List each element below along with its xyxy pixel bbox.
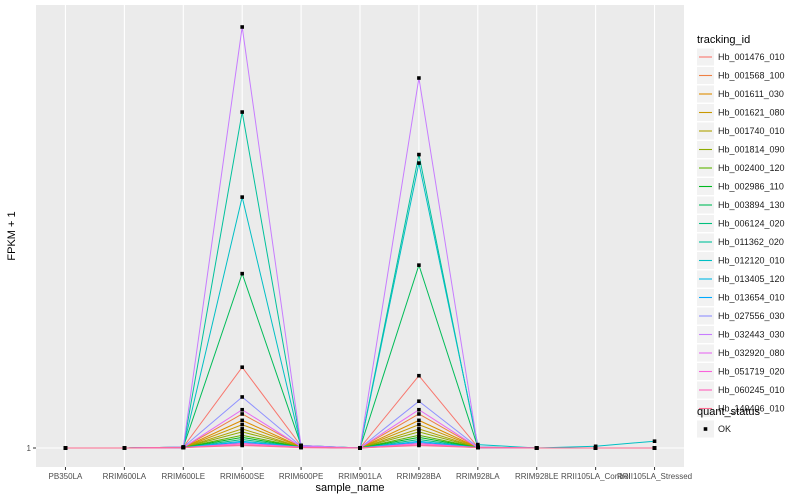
data-point: [358, 446, 362, 450]
data-point: [240, 365, 244, 369]
legend-label: Hb_001740_010: [718, 126, 785, 136]
data-point: [299, 445, 303, 450]
x-tick-label: RRIM901LA: [338, 472, 382, 481]
x-tick-label: RRII105LA_Control: [561, 472, 631, 481]
data-point: [240, 407, 244, 412]
data-point: [652, 439, 657, 443]
data-point: [240, 395, 244, 399]
data-point: [240, 195, 244, 199]
data-point: [417, 418, 421, 423]
y-tick-label: 1: [27, 444, 32, 453]
x-tick-label: PB350LA: [49, 472, 83, 481]
legend-title: tracking_id: [697, 34, 750, 46]
legend-label: Hb_006124_020: [718, 219, 785, 229]
legend: tracking_id Hb_001476_010 Hb_001568_100 Hb…: [697, 34, 785, 438]
legend-label: Hb_001611_030: [718, 89, 784, 99]
data-point: [417, 152, 421, 157]
data-point: [417, 412, 421, 416]
legend-label: Hb_140406_010: [718, 404, 785, 414]
x-tick-label: RRIM600LE: [161, 472, 205, 481]
y-axis-title: FPKM + 1: [6, 211, 18, 260]
data-point: [417, 443, 421, 448]
legend-label: Hb_060245_010: [718, 385, 785, 395]
data-point: [652, 446, 657, 450]
legend-label: Hb_013405_120: [718, 274, 785, 284]
data-point: [417, 161, 421, 165]
data-points: [63, 25, 657, 450]
legend-label: Hb_011362_020: [718, 237, 784, 247]
x-tick-label: RRIM600PE: [279, 472, 323, 481]
data-point: [417, 433, 421, 438]
data-point: [240, 443, 244, 448]
legend-label: Hb_001476_010: [718, 52, 785, 62]
data-point: [417, 263, 421, 267]
x-tick-label: RRIM600SE: [220, 472, 264, 481]
legend-label: Hb_012120_010: [718, 256, 785, 266]
x-axis-ticks: PB350LA RRIM600LA RRIM600LE RRIM600SE RRIM60…: [49, 467, 692, 481]
data-point: [417, 435, 421, 440]
data-point: [417, 422, 421, 427]
legend-label: Hb_013654_010: [718, 293, 785, 303]
data-point: [240, 418, 244, 423]
x-tick-label: RRIM928LE: [515, 472, 559, 481]
legend-label: Hb_002986_110: [718, 182, 784, 192]
data-point: [240, 430, 244, 434]
x-tick-label: RRII105LA_Stressed: [617, 472, 692, 481]
data-point: [181, 445, 186, 450]
legend-shape-label: OK: [718, 424, 731, 434]
legend-label: Hb_032443_030: [718, 330, 785, 340]
legend-label: Hb_051719_020: [718, 367, 785, 377]
x-tick-label: RRIM600LA: [103, 472, 147, 481]
data-point: [417, 427, 421, 431]
x-tick-label: RRIM928LA: [456, 472, 500, 481]
data-point: [240, 435, 244, 440]
data-point: [417, 373, 421, 378]
data-point: [476, 442, 480, 447]
legend-shape-title: quant_status: [697, 406, 760, 418]
data-point: [240, 110, 244, 114]
y-axis-ticks: 1: [27, 444, 36, 453]
legend-label: Hb_003894_130: [718, 200, 785, 210]
data-point: [417, 76, 421, 80]
data-point: [534, 446, 539, 450]
data-point: [122, 446, 127, 450]
data-point: [240, 271, 244, 276]
legend-label: Hb_002400_120: [718, 163, 785, 173]
data-point: [240, 422, 244, 427]
legend-label: Hb_001568_100: [718, 71, 785, 81]
data-point: [417, 430, 421, 434]
legend-label: Hb_027556_030: [718, 311, 785, 321]
data-point: [476, 445, 480, 450]
x-axis-title: sample_name: [315, 482, 384, 494]
data-point: [240, 433, 244, 438]
legend-label: Hb_032920_080: [718, 348, 785, 358]
data-point: [240, 427, 244, 431]
x-tick-label: RRIM928BA: [397, 472, 442, 481]
data-point: [417, 407, 421, 412]
data-point: [593, 446, 598, 450]
data-point: [240, 25, 244, 29]
data-point: [240, 412, 244, 416]
legend-label: Hb_001621_080: [718, 108, 785, 118]
legend-shape-key: [703, 427, 708, 431]
legend-label: Hb_001814_090: [718, 145, 785, 155]
data-point: [63, 446, 68, 450]
data-point: [417, 399, 421, 404]
